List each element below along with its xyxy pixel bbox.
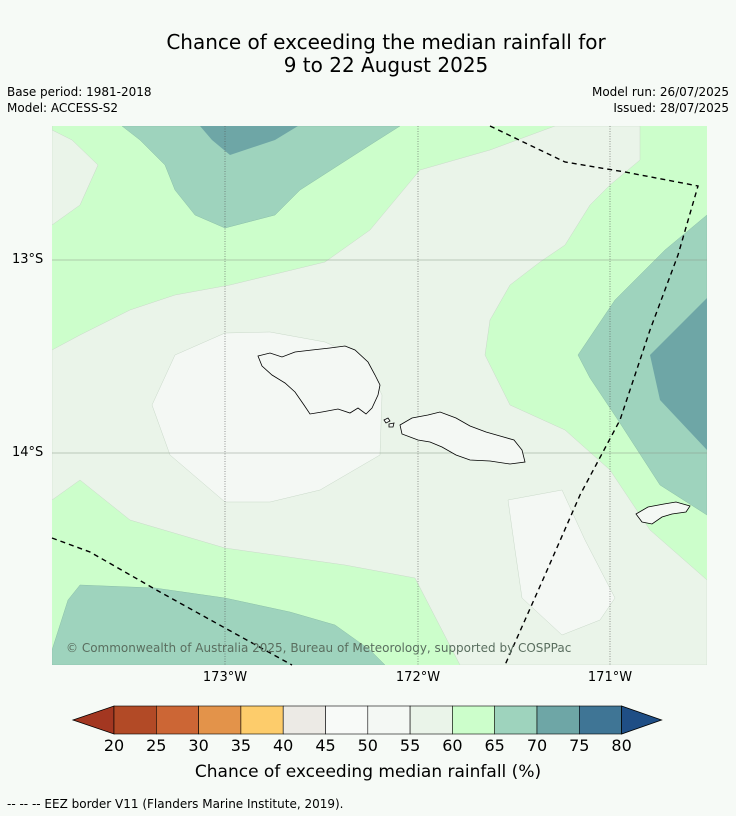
island-tutuila: [635, 501, 691, 525]
lat-label-14s: 14°S: [12, 445, 44, 460]
colorbar-cell: [240, 705, 284, 735]
islands: [257, 345, 691, 525]
colorbar-cell: [452, 705, 495, 735]
lat-label-13s: 13°S: [12, 252, 44, 267]
title-line-2: 9 to 22 August 2025: [283, 53, 489, 77]
colorbar-cell: [282, 705, 326, 735]
colorbar-cell: [409, 705, 453, 735]
colorbar-cell: [156, 705, 199, 735]
eez-border-south: [51, 537, 293, 666]
issued-date: Issued: 28/07/2025: [613, 101, 729, 115]
chart-title: Chance of exceeding the median rainfall …: [0, 31, 736, 77]
title-line-1: Chance of exceeding the median rainfall …: [166, 30, 606, 54]
base-period: Base period: 1981-2018: [7, 85, 152, 99]
model-run: Model run: 26/07/2025: [591, 85, 729, 99]
colorbar-cell: [325, 705, 369, 735]
colorbar-tick-label: 65: [484, 736, 505, 755]
band-50-55-east: [507, 489, 616, 636]
colorbar-tick-label: 25: [146, 736, 167, 755]
colorbar-extend-low: [71, 705, 115, 735]
lon-label-173w: 173°W: [202, 670, 248, 685]
colorbar-tick-label: 45: [315, 736, 336, 755]
colorbar-tick-label: 60: [442, 736, 463, 755]
colorbar-cell: [113, 705, 157, 735]
island-apolima: [388, 422, 395, 428]
band-70-75-right: [650, 298, 707, 450]
band-55-60-corner: [52, 126, 99, 226]
island-upolu: [399, 411, 526, 465]
lon-label-171w: 171°W: [587, 670, 633, 685]
band-65-70-top: [121, 126, 401, 229]
colorbar-cell: [198, 705, 242, 735]
colorbar-tick-label: 80: [611, 736, 632, 755]
colorbar-tick-label: 20: [103, 736, 125, 755]
colorbar-tick-label: 30: [188, 736, 209, 755]
colorbar-tick-label: 40: [273, 736, 294, 755]
colorbar-cell: [536, 705, 580, 735]
band-65-70-right: [577, 214, 707, 516]
colorbar-tick-label: 35: [230, 736, 252, 755]
model-name: Model: ACCESS-S2: [7, 101, 119, 115]
lon-label-172w: 172°W: [395, 670, 441, 685]
colorbar-cell: [367, 705, 411, 735]
colorbar-cell: [578, 705, 622, 735]
band-65-70-bottom: [52, 584, 386, 665]
colorbar-cell: [494, 705, 538, 735]
band-70-75-top: [200, 126, 298, 155]
meta-right: Model run: 26/07/2025 Issued: 28/07/2025: [592, 84, 729, 116]
colorbar-cells: [71, 705, 663, 735]
meta-left: Base period: 1981-2018 Model: ACCESS-S2: [7, 84, 152, 116]
colorbar-tick-label: 50: [357, 736, 378, 755]
colorbar-tick-label: 55: [399, 736, 421, 755]
colorbar-extend-high: [621, 705, 663, 735]
island-manono: [383, 417, 391, 424]
copyright-notice: © Commonwealth of Australia 2025, Bureau…: [66, 641, 572, 655]
colorbar-label: Chance of exceeding median rainfall (%): [194, 762, 542, 782]
parallels: [52, 259, 707, 454]
eez-footnote: -- -- -- EEZ border V11 (Flanders Marine…: [7, 797, 344, 811]
island-savaii: [257, 345, 381, 415]
colorbar-tick-label: 70: [526, 736, 548, 755]
eez-border: [51, 125, 699, 666]
colorbar-tick-label: 75: [569, 736, 590, 755]
